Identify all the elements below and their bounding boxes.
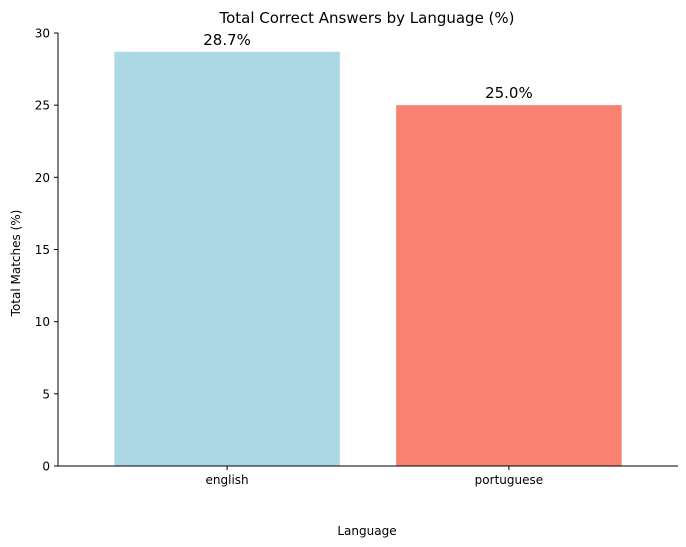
y-tick-label: 30 — [35, 27, 50, 41]
x-tick-label-english: english — [206, 473, 249, 487]
data-label-portuguese: 25.0% — [485, 84, 533, 102]
y-tick-label: 0 — [42, 460, 50, 474]
y-axis-label: Total Matches (%) — [9, 210, 23, 318]
y-tick-label: 20 — [35, 171, 50, 185]
x-tick-label-portuguese: portuguese — [475, 473, 543, 487]
y-tick-label: 5 — [42, 387, 50, 401]
y-tick-label: 10 — [35, 315, 50, 329]
x-axis: english portuguese — [58, 465, 678, 487]
data-labels-group: 28.7% 25.0% — [203, 31, 532, 102]
y-axis: 0 5 10 15 20 25 30 — [35, 27, 59, 474]
x-axis-label: Language — [337, 524, 396, 538]
chart-title: Total Correct Answers by Language (%) — [218, 9, 514, 27]
data-label-english: 28.7% — [203, 31, 251, 49]
y-tick-label: 25 — [35, 99, 50, 113]
bars-group — [114, 51, 622, 467]
bar-english — [114, 51, 340, 466]
y-tick-label: 15 — [35, 243, 50, 257]
bar-portuguese — [396, 105, 622, 467]
